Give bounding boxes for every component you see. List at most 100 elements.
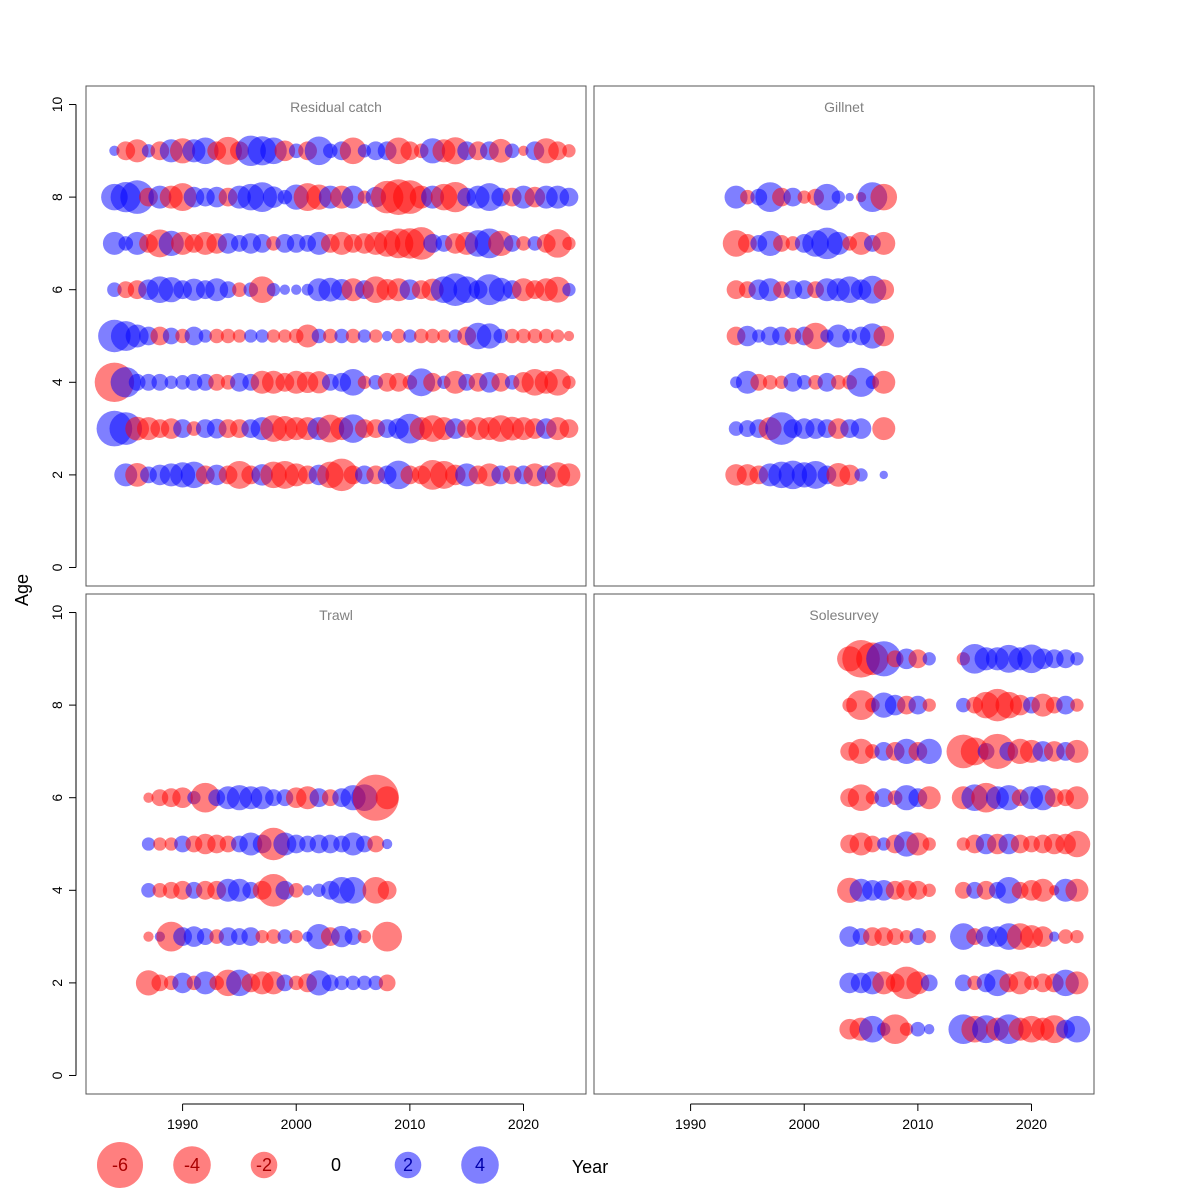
bubble (357, 329, 372, 343)
bubble (563, 330, 575, 342)
bubble (826, 324, 850, 348)
bubble (198, 329, 212, 343)
bubble (400, 141, 420, 161)
bubble (357, 929, 372, 944)
bubble (375, 786, 399, 810)
bubble (403, 329, 417, 343)
bubble (773, 235, 790, 252)
panel-frame (85, 593, 587, 1095)
x-axis-solesurvey: 1990 2000 2010 2020 (675, 1103, 1047, 1132)
bubble (275, 880, 295, 900)
panel-title: Residual catch (290, 99, 382, 115)
bubble (1065, 786, 1089, 810)
bubble (291, 284, 302, 295)
y-tick-label: 6 (49, 794, 65, 802)
legend-label: -6 (112, 1155, 128, 1175)
bubble (557, 463, 581, 487)
bubble (879, 470, 888, 480)
bubble (381, 330, 393, 342)
bubble (908, 695, 928, 715)
bubble (302, 885, 313, 896)
bubble (151, 373, 169, 391)
bubble (562, 283, 576, 297)
bubble (193, 971, 217, 995)
bubble (1031, 878, 1055, 902)
bubble (425, 328, 440, 344)
bubble (345, 328, 361, 344)
bubble (922, 929, 936, 944)
bubble (153, 837, 167, 851)
bubble (917, 786, 941, 810)
bubble (241, 927, 261, 946)
bubble (559, 187, 579, 207)
bubble (562, 144, 576, 158)
y-tick-label: 4 (49, 378, 65, 386)
bubble (845, 192, 854, 202)
bubble-size-legend: -6 -4 -2 0 2 4 (96, 1141, 499, 1189)
bubble (797, 190, 811, 204)
panel-residual-catch: Residual catch (85, 85, 587, 587)
bubble (872, 370, 896, 394)
bubble (344, 928, 362, 946)
bubble (880, 1014, 910, 1045)
legend-bubble (461, 1146, 499, 1184)
y-tick-label: 0 (49, 1071, 65, 1079)
bubble (873, 279, 895, 301)
bubble (266, 329, 281, 343)
bubble (516, 236, 531, 251)
bubble (209, 328, 224, 344)
bubble (870, 183, 898, 211)
bubble (527, 328, 543, 344)
bubble (548, 141, 567, 161)
bubble (151, 974, 169, 992)
bubble (476, 323, 503, 349)
panel-frame (85, 85, 587, 587)
legend-label: -4 (184, 1155, 200, 1175)
bubble (504, 143, 520, 159)
bubble (817, 372, 837, 392)
y-axis-residual-catch: 0 2 4 6 8 10 (49, 97, 77, 571)
y-axis-trawl: 0 2 4 6 8 10 (49, 605, 77, 1079)
bubble (357, 975, 372, 991)
bubble (516, 328, 531, 344)
bubble (493, 328, 509, 344)
bubble (544, 276, 571, 303)
bubble (544, 369, 571, 396)
bubble (339, 369, 367, 396)
bubble (391, 328, 406, 344)
bubble (334, 328, 349, 344)
panel-frame (593, 85, 1095, 587)
bubble (562, 375, 576, 389)
bubble (872, 231, 896, 255)
bubble (922, 883, 936, 897)
bubble (1056, 649, 1075, 669)
legend-label: 0 (331, 1155, 341, 1175)
bubble (255, 329, 269, 343)
bubbles (135, 774, 403, 997)
bubble (1032, 926, 1054, 947)
bubble (423, 372, 442, 392)
bubble (377, 880, 397, 900)
bubble (846, 690, 876, 720)
legend-label: 4 (475, 1155, 485, 1175)
bubble (232, 329, 247, 343)
y-tick-label: 10 (49, 605, 65, 621)
y-tick-label: 8 (49, 701, 65, 709)
bubble (813, 183, 841, 211)
bubble (839, 464, 860, 486)
legend-label: 2 (403, 1155, 413, 1175)
bubble (141, 883, 156, 898)
bubble (737, 325, 758, 347)
bubble (728, 421, 744, 436)
bubble (244, 329, 258, 343)
bubble (288, 883, 304, 898)
bubble (368, 975, 384, 991)
bubble (864, 835, 881, 853)
x-tick-label: 2000 (789, 1116, 820, 1132)
bubble (538, 328, 554, 344)
bubble (266, 283, 281, 297)
bubble (1049, 931, 1060, 942)
bubble (1063, 1015, 1091, 1043)
x-axis-trawl: 1990 2000 2010 2020 (167, 1103, 539, 1132)
panel-title: Trawl (319, 607, 353, 623)
